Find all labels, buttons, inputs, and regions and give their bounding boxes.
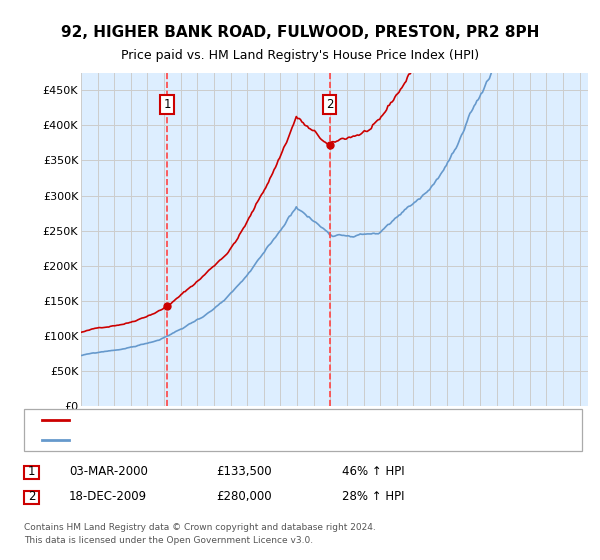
Text: 18-DEC-2009: 18-DEC-2009 [69, 490, 147, 503]
Text: This data is licensed under the Open Government Licence v3.0.: This data is licensed under the Open Gov… [24, 536, 313, 545]
Text: 46% ↑ HPI: 46% ↑ HPI [342, 465, 404, 478]
Text: £133,500: £133,500 [216, 465, 272, 478]
Text: 2: 2 [28, 490, 35, 503]
Text: 28% ↑ HPI: 28% ↑ HPI [342, 490, 404, 503]
Text: £280,000: £280,000 [216, 490, 272, 503]
Text: 92, HIGHER BANK ROAD, FULWOOD, PRESTON, PR2 8PH (detached house): 92, HIGHER BANK ROAD, FULWOOD, PRESTON, … [75, 415, 461, 425]
Text: 2: 2 [326, 98, 334, 111]
Text: 1: 1 [163, 98, 170, 111]
Text: 92, HIGHER BANK ROAD, FULWOOD, PRESTON, PR2 8PH: 92, HIGHER BANK ROAD, FULWOOD, PRESTON, … [61, 25, 539, 40]
Text: 1: 1 [28, 465, 35, 478]
Text: 03-MAR-2000: 03-MAR-2000 [69, 465, 148, 478]
Text: Price paid vs. HM Land Registry's House Price Index (HPI): Price paid vs. HM Land Registry's House … [121, 49, 479, 63]
Text: HPI: Average price, detached house, Preston: HPI: Average price, detached house, Pres… [75, 435, 307, 445]
Text: Contains HM Land Registry data © Crown copyright and database right 2024.: Contains HM Land Registry data © Crown c… [24, 523, 376, 532]
